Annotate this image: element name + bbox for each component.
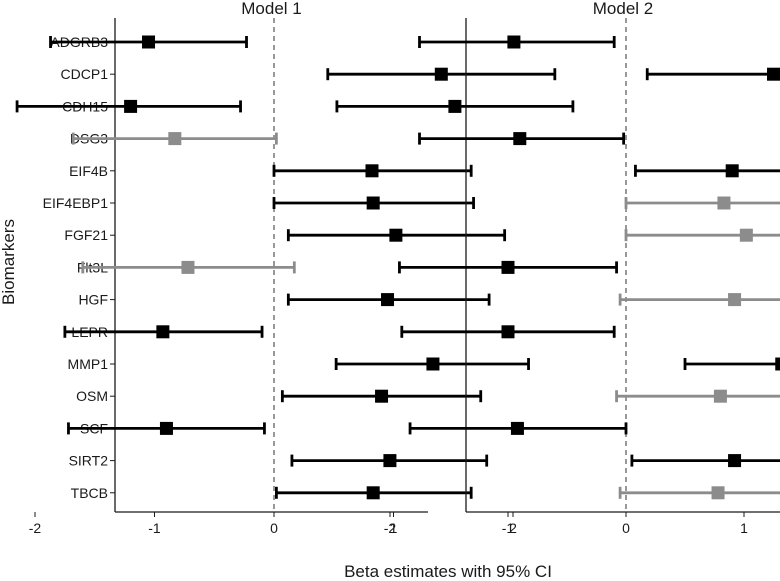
estimate-row: [618, 293, 780, 307]
estimate-row: [630, 454, 780, 468]
estimate-row: [67, 421, 266, 435]
point-estimate: [434, 67, 448, 81]
point-estimate: [775, 357, 780, 371]
point-estimate: [375, 389, 389, 403]
point-estimate: [501, 260, 515, 274]
panel-title: Model 1: [241, 0, 301, 18]
point-estimate: [365, 164, 379, 178]
biomarker-label: CDCP1: [61, 66, 109, 82]
estimate-row: [49, 35, 248, 49]
point-estimate: [711, 486, 725, 500]
estimate-row: [335, 99, 575, 113]
estimate-row: [683, 357, 780, 371]
x-tick-label: -2: [29, 520, 42, 536]
estimate-row: [615, 389, 780, 403]
estimate-row: [645, 67, 780, 81]
panel-model-1: Model 1 -2 -1 0 1 2: [15, 0, 557, 536]
biomarker-label: OSM: [76, 388, 108, 404]
estimate-row: [624, 196, 780, 210]
estimate-row: [418, 35, 616, 49]
estimate-row: [81, 260, 296, 274]
point-estimate: [366, 196, 380, 210]
point-estimate: [739, 228, 753, 242]
panel-model-2: Model 2 -2 -1 0 1 2: [335, 0, 780, 536]
estimate-row: [398, 260, 618, 274]
estimate-row: [63, 325, 264, 339]
point-estimate: [426, 357, 440, 371]
biomarker-label: EIF4EBP1: [43, 195, 109, 211]
biomarker-label: SIRT2: [69, 453, 109, 469]
estimate-row: [418, 132, 626, 146]
estimate-row: [286, 293, 491, 307]
point-estimate: [381, 293, 395, 307]
estimate-row: [272, 196, 475, 210]
point-estimate: [383, 454, 397, 468]
point-estimate: [513, 132, 527, 146]
estimate-row: [334, 357, 530, 371]
y-axis-title: Biomarkers: [0, 219, 18, 305]
point-estimate: [142, 35, 156, 49]
point-estimate: [366, 486, 380, 500]
biomarker-label: FGF21: [64, 227, 108, 243]
x-tick-label: 1: [740, 520, 748, 536]
point-estimate: [124, 99, 138, 113]
point-estimate: [168, 132, 182, 146]
x-axis-title: Beta estimates with 95% CI: [344, 562, 552, 581]
point-estimate: [389, 228, 403, 242]
x-tick-label: -1: [502, 520, 515, 536]
estimate-row: [272, 164, 473, 178]
point-estimate: [501, 325, 515, 339]
x-tick-label: 1: [390, 520, 398, 536]
biomarker-label: HGF: [78, 292, 108, 308]
estimate-row: [326, 67, 557, 81]
point-estimate: [156, 325, 170, 339]
estimate-row: [408, 421, 628, 435]
estimate-row: [15, 99, 242, 113]
estimate-row: [280, 389, 483, 403]
panel-title: Model 2: [593, 0, 653, 18]
biomarker-label: TBCB: [71, 485, 108, 501]
x-tick-label: -1: [148, 520, 161, 536]
estimate-row: [286, 228, 507, 242]
biomarker-label: EIF4B: [69, 163, 108, 179]
point-estimate: [717, 196, 731, 210]
point-estimate: [510, 421, 524, 435]
point-estimate: [767, 67, 780, 81]
point-estimate: [181, 260, 195, 274]
estimate-row: [71, 132, 278, 146]
estimate-row: [618, 486, 780, 500]
estimate-row: [290, 454, 489, 468]
point-estimate: [725, 164, 739, 178]
point-estimate: [448, 99, 462, 113]
point-estimate: [507, 35, 521, 49]
point-estimate: [713, 389, 727, 403]
point-estimate: [159, 421, 173, 435]
x-tick-label: 2: [509, 520, 517, 536]
x-tick-label: 0: [622, 520, 630, 536]
estimate-row: [624, 228, 780, 242]
x-tick-label: -2: [384, 520, 397, 536]
estimate-row: [274, 486, 473, 500]
point-estimate: [728, 293, 742, 307]
y-axis-labels: ADGRB3CDCP1CDH15DSG3EIF4BEIF4EBP1FGF21Fl…: [43, 34, 115, 501]
biomarker-label: MMP1: [68, 356, 109, 372]
point-estimate: [728, 454, 742, 468]
estimate-row: [634, 164, 780, 178]
x-tick-label: 0: [270, 520, 278, 536]
estimate-row: [400, 325, 616, 339]
